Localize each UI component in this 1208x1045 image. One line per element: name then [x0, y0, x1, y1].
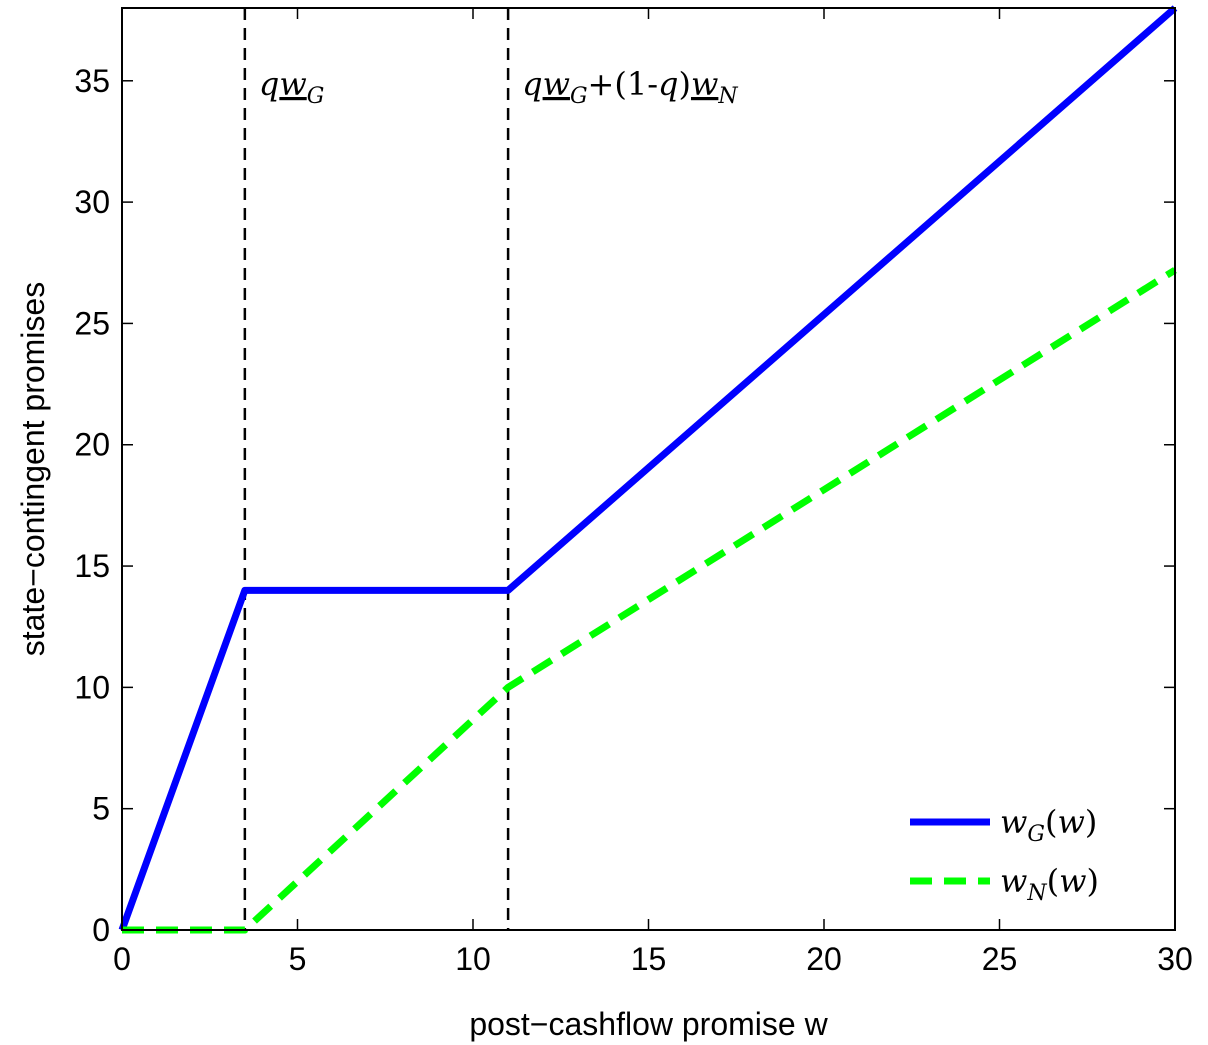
y-tick-label: 0 — [92, 912, 110, 948]
legend-label: wN(w) — [1000, 862, 1099, 906]
series-line-wG — [118, 5, 1178, 932]
legend-label: wG(w) — [1000, 803, 1097, 847]
x-tick-label: 30 — [1157, 941, 1193, 977]
x-tick-label: 25 — [982, 941, 1018, 977]
vline-label-qwG: qwG — [259, 65, 324, 109]
y-tick-label: 10 — [74, 669, 110, 705]
y-tick-label: 15 — [74, 548, 110, 584]
y-tick-label: 30 — [74, 184, 110, 220]
vertical-reference-lines — [243, 8, 510, 930]
legend: wG(w) wN(w) — [910, 803, 1099, 906]
x-axis-label: post−cashflow promise w — [469, 1006, 828, 1042]
y-tick-label: 25 — [74, 305, 110, 341]
x-tick-label: 10 — [455, 941, 491, 977]
annotations: qwG qwG+(1-q)wN — [259, 65, 739, 109]
legend-item-wN: wN(w) — [910, 862, 1099, 906]
x-tick-label: 15 — [631, 941, 667, 977]
axis-ticks: 0 5 10 15 20 25 30 0 5 10 15 20 25 30 35 — [74, 8, 1193, 977]
y-tick-label: 5 — [92, 791, 110, 827]
x-tick-label: 20 — [806, 941, 842, 977]
legend-item-wG: wG(w) — [910, 803, 1097, 847]
y-tick-label: 20 — [74, 427, 110, 463]
series-lines — [118, 5, 1178, 934]
x-tick-label: 5 — [289, 941, 307, 977]
y-tick-label: 35 — [74, 63, 110, 99]
x-tick-label: 0 — [113, 941, 131, 977]
y-axis-label: state−contingent promises — [15, 282, 51, 656]
vline-label-combined: qwG+(1-q)wN — [522, 65, 738, 109]
